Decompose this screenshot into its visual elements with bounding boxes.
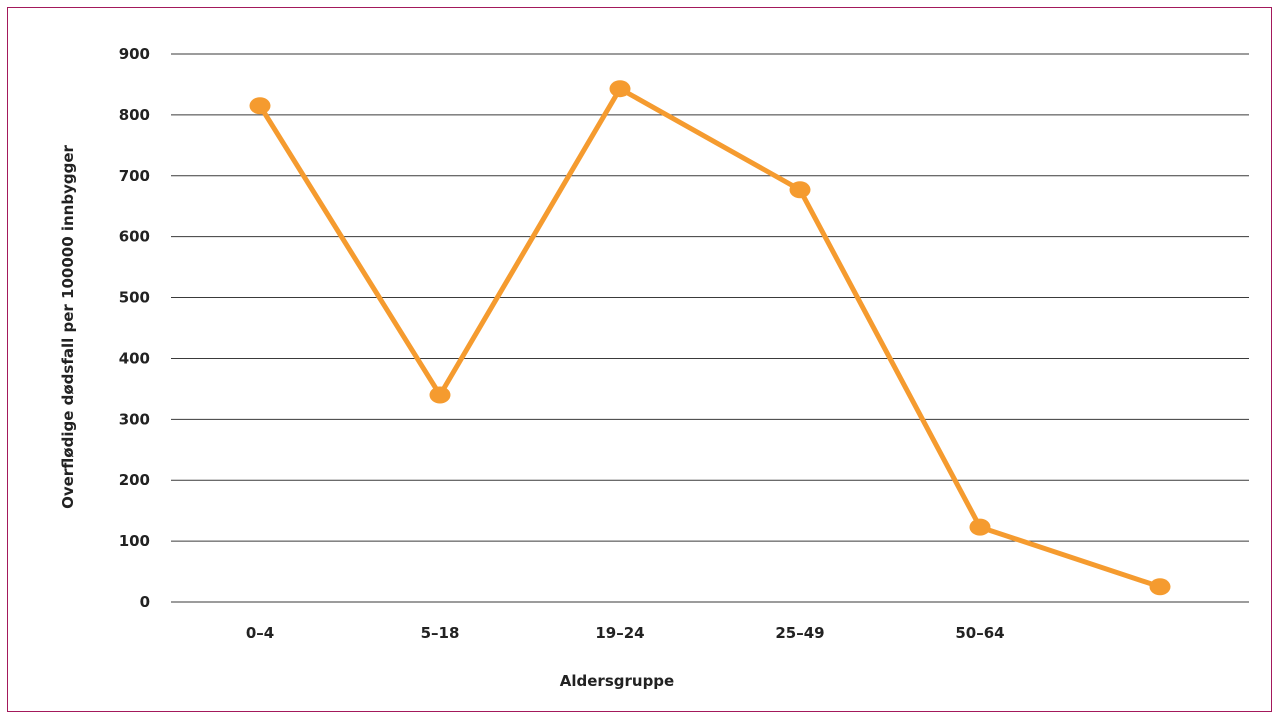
data-point bbox=[609, 80, 631, 98]
x-tick-label: 0–4 bbox=[246, 624, 274, 642]
data-point bbox=[429, 386, 451, 404]
data-point bbox=[1149, 578, 1171, 596]
y-tick-labels: 0 100 200 300 400 500 600 700 800 900 bbox=[119, 45, 150, 611]
y-tick-label: 100 bbox=[119, 532, 150, 550]
chart-frame bbox=[7, 7, 1272, 712]
y-tick-label: 300 bbox=[119, 410, 150, 428]
x-axis-label: Aldersgruppe bbox=[560, 672, 674, 690]
y-tick-label: 800 bbox=[119, 106, 150, 124]
data-point bbox=[249, 97, 271, 115]
y-tick-label: 0 bbox=[140, 593, 150, 611]
x-tick-label: 5–18 bbox=[421, 624, 460, 642]
series-line-0 bbox=[257, 86, 1161, 590]
y-tick-label: 500 bbox=[119, 289, 150, 307]
y-tick-label: 700 bbox=[119, 167, 150, 185]
y-tick-label: 200 bbox=[119, 471, 150, 489]
y-tick-label: 400 bbox=[119, 349, 150, 367]
x-tick-label: 25–49 bbox=[775, 624, 824, 642]
data-points bbox=[249, 80, 1171, 596]
data-point bbox=[789, 181, 811, 199]
y-tick-label: 900 bbox=[119, 45, 150, 63]
data-point bbox=[969, 518, 991, 536]
y-axis-label: Overflødige dødsfall per 100000 innbygge… bbox=[59, 144, 77, 508]
gridlines bbox=[171, 53, 1249, 603]
y-tick-label: 600 bbox=[119, 228, 150, 246]
series-line bbox=[257, 86, 1161, 590]
x-tick-label: 19–24 bbox=[595, 624, 644, 642]
x-tick-label: 50–64 bbox=[955, 624, 1004, 642]
x-tick-labels: 0–4 5–18 19–24 25–49 50–64 bbox=[246, 624, 1005, 642]
